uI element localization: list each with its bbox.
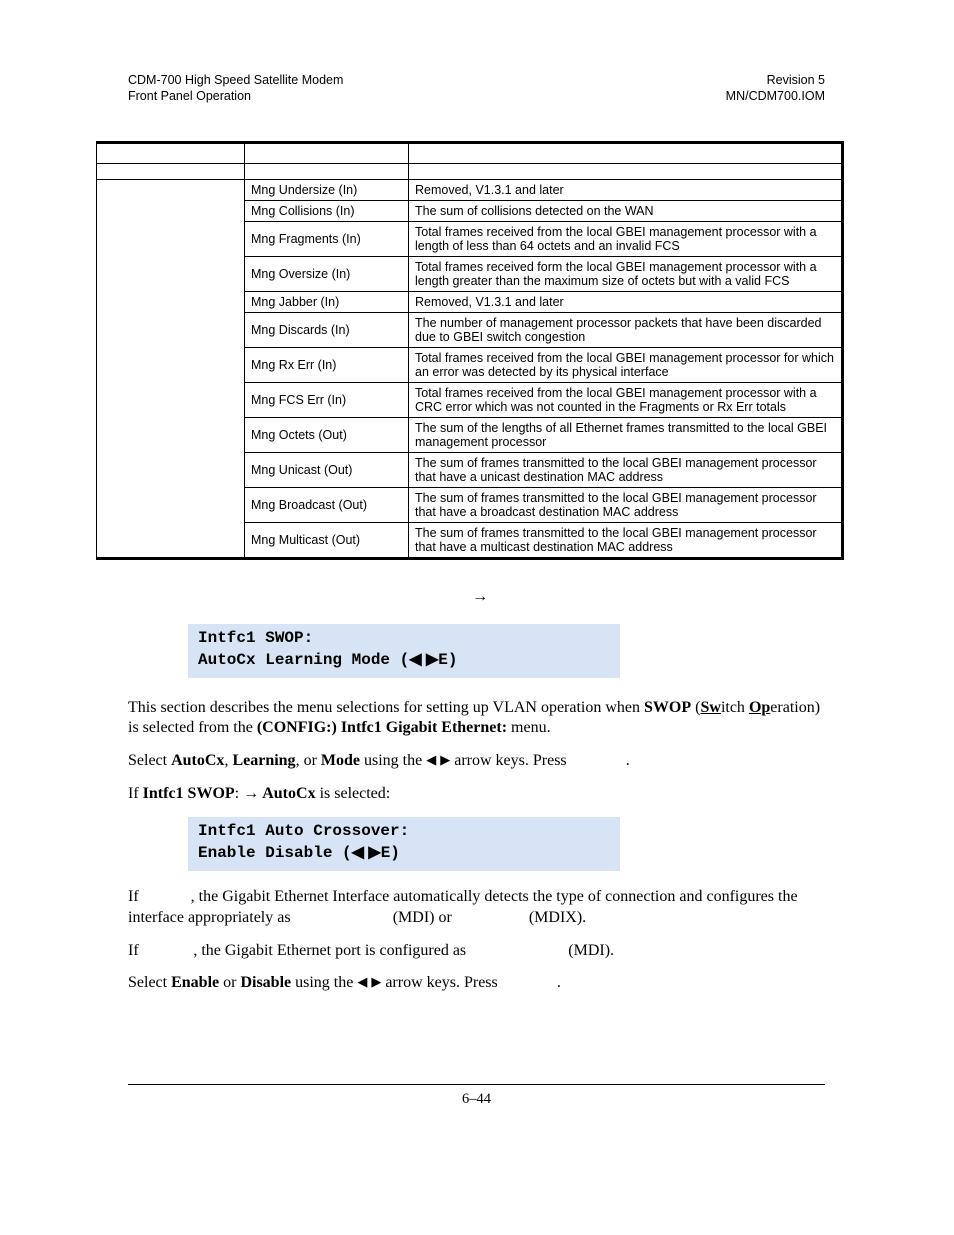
table-row-desc: Total frames received from the local GBE… bbox=[409, 347, 842, 382]
table-row-param: Mng Unicast (Out) bbox=[245, 452, 409, 487]
table-row-category bbox=[97, 487, 245, 522]
table-row-desc: The sum of frames transmitted to the loc… bbox=[409, 487, 842, 522]
triangle-left-icon: ◀ bbox=[426, 752, 436, 767]
table-row-desc: The sum of frames transmitted to the loc… bbox=[409, 522, 842, 557]
header-left-line1: CDM-700 High Speed Satellite Modem bbox=[128, 72, 343, 88]
table-row-desc: The sum of collisions detected on the WA… bbox=[409, 200, 842, 221]
stats-table-wrap: Mng Undersize (In)Removed, V1.3.1 and la… bbox=[96, 141, 844, 560]
section-heading: 6.3.3.2.4.3 (CONFIG:) Intfc1 Gigabit Eth… bbox=[128, 588, 825, 606]
table-row-param: Mng Discards (In) bbox=[245, 312, 409, 347]
table-row-param: Mng Broadcast (Out) bbox=[245, 487, 409, 522]
lcd-display-swop: Intfc1 SWOP: AutoCx Learning Mode (◀ ▶E) bbox=[188, 624, 620, 678]
header-left: CDM-700 High Speed Satellite Modem Front… bbox=[128, 72, 343, 105]
header-right-line2: MN/CDM700.IOM bbox=[726, 88, 825, 104]
para-swop-desc: This section describes the menu selectio… bbox=[128, 698, 825, 740]
table-row-param: Mng Jabber (In) bbox=[245, 291, 409, 312]
table-row-category bbox=[97, 179, 245, 200]
table-row-desc: Removed, V1.3.1 and later bbox=[409, 179, 842, 200]
table-row-desc: Total frames received from the local GBE… bbox=[409, 382, 842, 417]
table-row-desc: Removed, V1.3.1 and later bbox=[409, 291, 842, 312]
body-text-2: If Enable, the Gigabit Ethernet Interfac… bbox=[128, 887, 825, 994]
triangle-right-icon: ▶ bbox=[426, 651, 438, 668]
table-row-desc: The sum of frames transmitted to the loc… bbox=[409, 452, 842, 487]
triangle-left-icon: ◀ bbox=[409, 651, 426, 668]
document-page: CDM-700 High Speed Satellite Modem Front… bbox=[128, 72, 825, 1108]
table-row-desc: The number of management processor packe… bbox=[409, 312, 842, 347]
table-row-desc: Total frames received from the local GBE… bbox=[409, 221, 842, 256]
table-row-param: Mng FCS Err (In) bbox=[245, 382, 409, 417]
para-if-autocx: If Intfc1 SWOP: → AutoCx is selected: bbox=[128, 784, 825, 805]
para-if-enable: If Enable, the Gigabit Ethernet Interfac… bbox=[128, 887, 825, 929]
table-row-param: Mng Collisions (In) bbox=[245, 200, 409, 221]
table-row-category bbox=[97, 312, 245, 347]
table-row-category bbox=[97, 382, 245, 417]
table-row-param: Mng Rx Err (In) bbox=[245, 347, 409, 382]
stats-table: Mng Undersize (In)Removed, V1.3.1 and la… bbox=[96, 143, 842, 558]
page-header: CDM-700 High Speed Satellite Modem Front… bbox=[128, 72, 825, 105]
table-row-category bbox=[97, 291, 245, 312]
table-row-param: Mng Fragments (In) bbox=[245, 221, 409, 256]
table-row-desc: Total frames received form the local GBE… bbox=[409, 256, 842, 291]
triangle-left-icon: ◀ bbox=[352, 844, 369, 861]
para-if-disable: If Disable, the Gigabit Ethernet port is… bbox=[128, 941, 825, 962]
table-row-category bbox=[97, 347, 245, 382]
table-row-param: Mng Multicast (Out) bbox=[245, 522, 409, 557]
table-row-category bbox=[97, 221, 245, 256]
footer-rule bbox=[128, 1084, 825, 1085]
body-text: This section describes the menu selectio… bbox=[128, 698, 825, 805]
header-right-line1: Revision 5 bbox=[726, 72, 825, 88]
lcd-display-autocx: Intfc1 Auto Crossover: Enable Disable (◀… bbox=[188, 817, 620, 871]
triangle-right-icon: ▶ bbox=[368, 844, 380, 861]
table-row-category bbox=[97, 452, 245, 487]
table-row-category bbox=[97, 522, 245, 557]
page-number: 6–44 bbox=[128, 1091, 825, 1108]
table-row-desc: The sum of the lengths of all Ethernet f… bbox=[409, 417, 842, 452]
table-row-param: Mng Undersize (In) bbox=[245, 179, 409, 200]
triangle-right-icon: ▶ bbox=[440, 752, 450, 767]
right-arrow-icon: → bbox=[243, 785, 259, 802]
right-arrow-icon: → bbox=[472, 588, 488, 605]
lcd-line1: Intfc1 SWOP: bbox=[198, 628, 610, 650]
table-row-param: Mng Oversize (In) bbox=[245, 256, 409, 291]
triangle-left-icon: ◀ bbox=[357, 974, 367, 989]
table-row-category bbox=[97, 417, 245, 452]
triangle-right-icon: ▶ bbox=[371, 974, 381, 989]
table-row-category bbox=[97, 200, 245, 221]
lcd-line1: Intfc1 Auto Crossover: bbox=[198, 821, 610, 843]
lcd-line2: AutoCx Learning Mode (◀ ▶E) bbox=[198, 649, 610, 672]
header-right: Revision 5 MN/CDM700.IOM bbox=[726, 72, 825, 105]
header-left-line2: Front Panel Operation bbox=[128, 88, 343, 104]
lcd-line2: Enable Disable (◀ ▶E) bbox=[198, 842, 610, 865]
table-row-param: Mng Octets (Out) bbox=[245, 417, 409, 452]
para-select-enable: Select Enable or Disable using the ◀ ▶ a… bbox=[128, 973, 825, 994]
para-select-mode: Select AutoCx, Learning, or Mode using t… bbox=[128, 751, 825, 772]
table-row-category bbox=[97, 256, 245, 291]
